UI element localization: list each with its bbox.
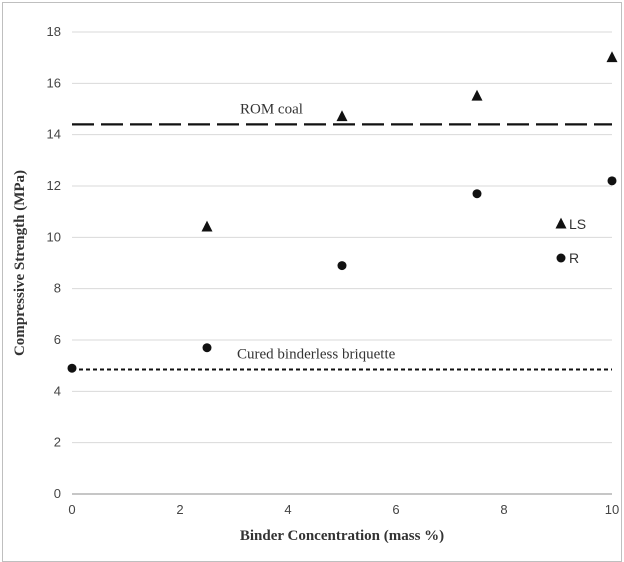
point-r xyxy=(472,189,482,199)
x-axis-title: Binder Concentration (mass %) xyxy=(240,528,444,543)
x-tick-label: 4 xyxy=(284,502,291,517)
y-tick-label: 6 xyxy=(54,332,61,347)
point-ls xyxy=(336,110,348,122)
reference-lines: ROM coal Cured binderless briquette xyxy=(72,101,612,371)
y-tick-label: 8 xyxy=(54,281,61,296)
y-tick-label: 14 xyxy=(47,127,61,142)
point-ls xyxy=(471,89,483,101)
x-tick-label: 2 xyxy=(176,502,183,517)
legend-marker-ls xyxy=(555,217,567,229)
gridlines xyxy=(72,31,612,444)
x-tick-label: 10 xyxy=(605,502,619,517)
x-tick-labels: 0 2 4 6 8 10 xyxy=(68,502,619,517)
point-ls xyxy=(201,220,213,232)
y-tick-label: 12 xyxy=(47,178,61,193)
point-ls xyxy=(606,51,618,63)
y-tick-label: 10 xyxy=(47,229,61,244)
x-tick-label: 0 xyxy=(68,502,75,517)
binderless-briquette-label: Cured binderless briquette xyxy=(237,347,396,363)
data-points xyxy=(67,51,618,373)
legend-marker-r xyxy=(556,253,566,263)
point-r xyxy=(337,261,347,271)
y-axis-title: Compressive Strength (MPa) xyxy=(12,170,28,356)
legend-label-r: R xyxy=(569,250,579,266)
y-tick-label: 18 xyxy=(47,24,61,39)
y-tick-label: 4 xyxy=(54,383,61,398)
y-tick-label: 2 xyxy=(54,435,61,450)
rom-coal-label: ROM coal xyxy=(240,101,303,117)
legend: LS R xyxy=(555,216,586,266)
y-tick-label: 16 xyxy=(47,75,61,90)
y-tick-label: 0 xyxy=(54,486,61,501)
y-tick-labels: 0 2 4 6 8 10 12 14 16 18 xyxy=(47,24,61,501)
x-tick-label: 8 xyxy=(500,502,507,517)
point-r xyxy=(202,343,212,353)
x-tick-label: 6 xyxy=(392,502,399,517)
scatter-chart: 0 2 4 6 8 10 12 14 16 18 0 2 4 6 8 10 ROM coal Cured bi… xyxy=(12,24,619,543)
point-r xyxy=(607,176,617,186)
point-r xyxy=(67,363,77,373)
legend-label-ls: LS xyxy=(569,216,586,232)
